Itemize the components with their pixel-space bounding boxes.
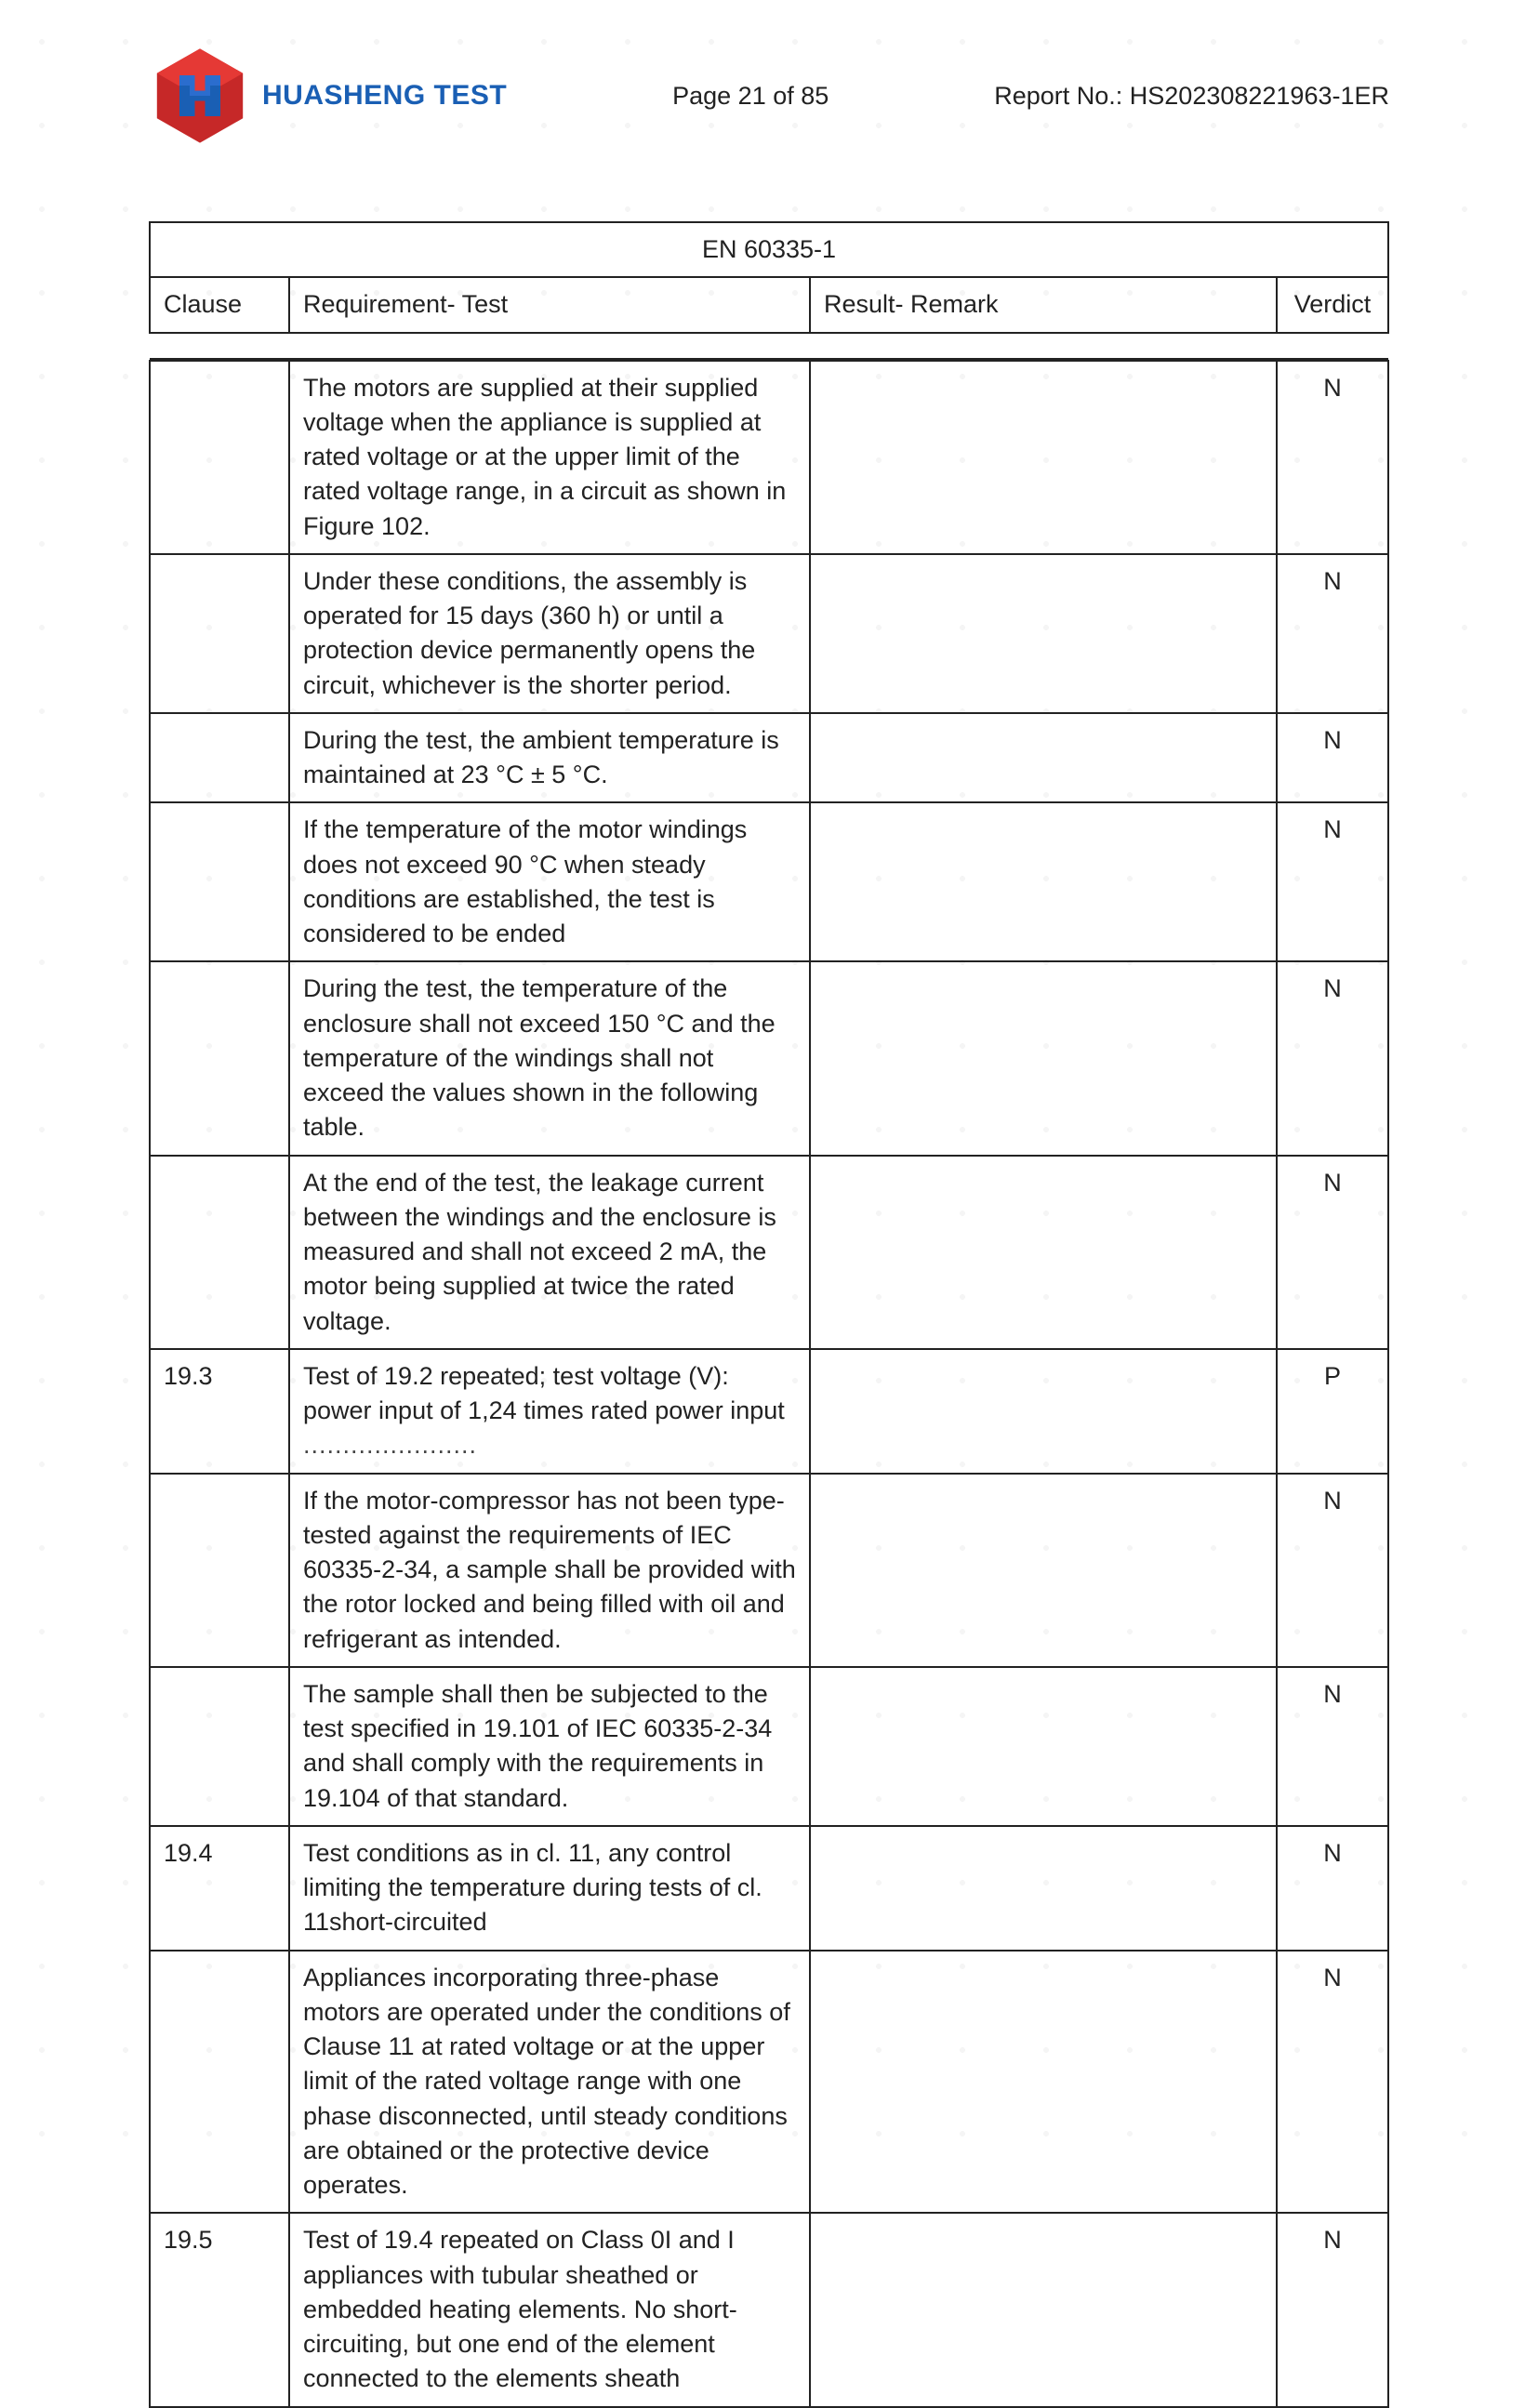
result-cell	[810, 1474, 1277, 1667]
table-row: If the temperature of the motor windings…	[150, 802, 1388, 961]
verdict-cell: P	[1277, 1349, 1388, 1474]
clause-cell	[150, 1156, 289, 1349]
requirements-table: EN 60335-1 Clause Requirement- Test Resu…	[149, 221, 1389, 360]
result-cell	[810, 1667, 1277, 1826]
requirement-cell: Test conditions as in cl. 11, any contro…	[289, 1826, 810, 1951]
clause-cell	[150, 961, 289, 1155]
page-number: Page 21 of 85	[507, 82, 994, 111]
table-row: 19.4Test conditions as in cl. 11, any co…	[150, 1826, 1388, 1951]
table-row: 19.5Test of 19.4 repeated on Class 0I an…	[150, 2213, 1388, 2406]
col-verdict-header: Verdict	[1277, 277, 1388, 332]
verdict-cell: N	[1277, 961, 1388, 1155]
clause-cell	[150, 1951, 289, 2214]
result-cell	[810, 1156, 1277, 1349]
result-cell	[810, 361, 1277, 554]
verdict-cell: N	[1277, 2213, 1388, 2406]
page-container: HUASHENG TEST Page 21 of 85 Report No.: …	[0, 0, 1538, 2408]
requirement-cell: Appliances incorporating three-phase mot…	[289, 1951, 810, 2214]
standard-title-row: EN 60335-1	[150, 222, 1388, 277]
requirement-cell: Under these conditions, the assembly is …	[289, 554, 810, 713]
requirement-cell: The sample shall then be subjected to th…	[289, 1667, 810, 1826]
verdict-cell: N	[1277, 713, 1388, 803]
requirement-cell: If the temperature of the motor windings…	[289, 802, 810, 961]
col-clause-header: Clause	[150, 277, 289, 332]
clause-cell: 19.4	[150, 1826, 289, 1951]
table-row: The sample shall then be subjected to th…	[150, 1667, 1388, 1826]
clause-cell	[150, 713, 289, 803]
table-row: Appliances incorporating three-phase mot…	[150, 1951, 1388, 2214]
table-row: Under these conditions, the assembly is …	[150, 554, 1388, 713]
verdict-cell: N	[1277, 1474, 1388, 1667]
result-cell	[810, 1349, 1277, 1474]
requirement-cell: Test of 19.2 repeated; test voltage (V):…	[289, 1349, 810, 1474]
result-cell	[810, 961, 1277, 1155]
verdict-cell: N	[1277, 802, 1388, 961]
huasheng-logo-icon	[149, 45, 251, 147]
clause-cell	[150, 554, 289, 713]
clause-cell: 19.3	[150, 1349, 289, 1474]
verdict-cell: N	[1277, 361, 1388, 554]
verdict-cell: N	[1277, 1156, 1388, 1349]
result-cell	[810, 2213, 1277, 2406]
page-header: HUASHENG TEST Page 21 of 85 Report No.: …	[149, 45, 1389, 147]
spacer-row	[150, 333, 1388, 359]
table-row: If the motor-compressor has not been typ…	[150, 1474, 1388, 1667]
table-row: During the test, the temperature of the …	[150, 961, 1388, 1155]
table-row: The motors are supplied at their supplie…	[150, 361, 1388, 554]
clause-cell	[150, 1667, 289, 1826]
result-cell	[810, 1826, 1277, 1951]
result-cell	[810, 713, 1277, 803]
col-result-header: Result- Remark	[810, 277, 1277, 332]
clause-cell	[150, 1474, 289, 1667]
requirement-cell: At the end of the test, the leakage curr…	[289, 1156, 810, 1349]
requirement-cell: If the motor-compressor has not been typ…	[289, 1474, 810, 1667]
verdict-cell: N	[1277, 1826, 1388, 1951]
clause-cell	[150, 361, 289, 554]
result-cell	[810, 802, 1277, 961]
col-requirement-header: Requirement- Test	[289, 277, 810, 332]
requirements-body-table: The motors are supplied at their supplie…	[149, 360, 1389, 2408]
clause-cell	[150, 802, 289, 961]
result-cell	[810, 1951, 1277, 2214]
report-number: Report No.: HS202308221963-1ER	[994, 82, 1389, 111]
requirement-cell: During the test, the ambient temperature…	[289, 713, 810, 803]
verdict-cell: N	[1277, 1951, 1388, 2214]
verdict-cell: N	[1277, 554, 1388, 713]
standard-title: EN 60335-1	[150, 222, 1388, 277]
requirement-cell: During the test, the temperature of the …	[289, 961, 810, 1155]
requirement-cell: The motors are supplied at their supplie…	[289, 361, 810, 554]
header-row: Clause Requirement- Test Result- Remark …	[150, 277, 1388, 332]
clause-cell: 19.5	[150, 2213, 289, 2406]
result-cell	[810, 554, 1277, 713]
table-row: At the end of the test, the leakage curr…	[150, 1156, 1388, 1349]
brand-name: HUASHENG TEST	[262, 80, 507, 112]
verdict-cell: N	[1277, 1667, 1388, 1826]
table-row: 19.3Test of 19.2 repeated; test voltage …	[150, 1349, 1388, 1474]
table-row: During the test, the ambient temperature…	[150, 713, 1388, 803]
requirement-cell: Test of 19.4 repeated on Class 0I and I …	[289, 2213, 810, 2406]
